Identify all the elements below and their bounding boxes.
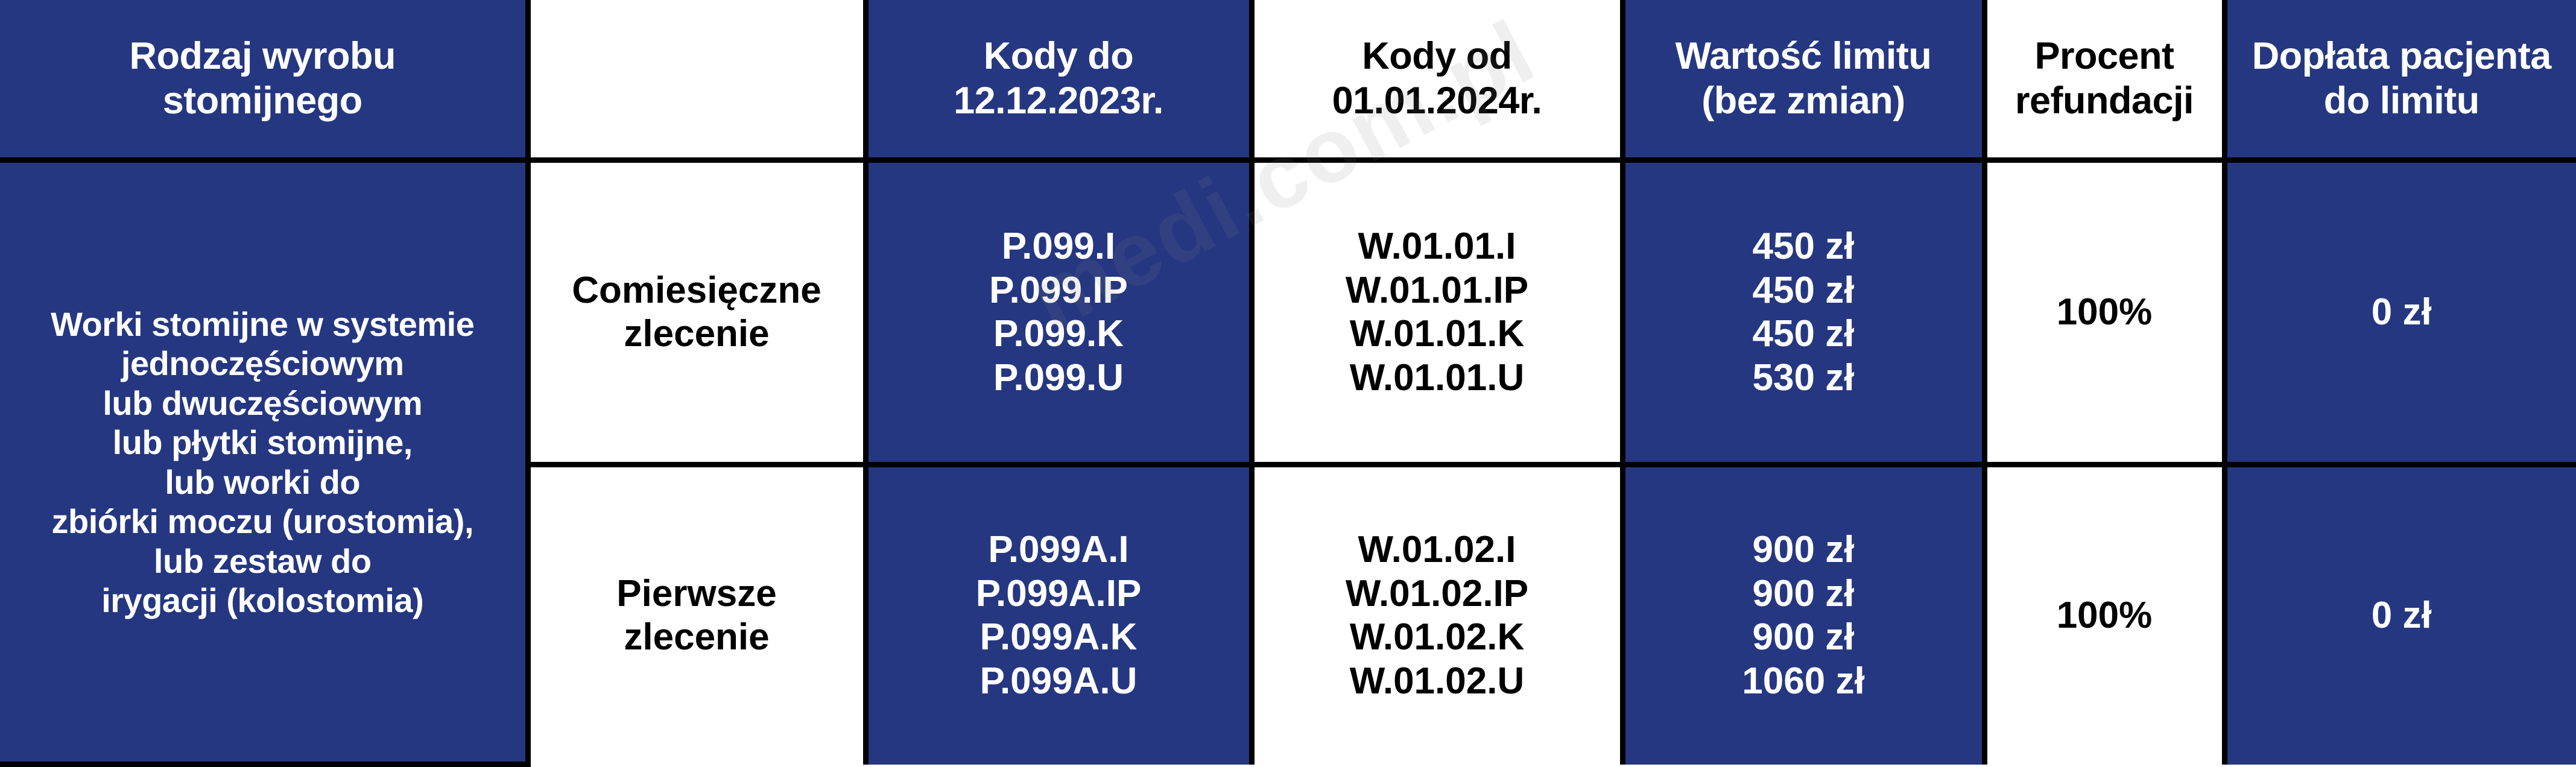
header-codes-new-line-1: Kody od (1362, 34, 1512, 77)
cell-order-type-monthly: Comiesięczne zlecenie (525, 157, 869, 467)
cell-order-type-first: Pierwsze zlecenie (528, 461, 869, 765)
cell-product-kind: Worki stomijne w systemie jednoczęściowy… (0, 157, 531, 767)
limit-first-4: 1060 zł (1742, 660, 1865, 702)
order-type-first-line-1: Pierwsze (616, 572, 777, 614)
product-kind-line-8: irygacji (kolostomia) (101, 581, 424, 620)
product-kind-line-5: lub worki do (165, 462, 361, 501)
order-type-first-line-2: zlecenie (624, 616, 770, 658)
code-old-monthly-1: P.099.I (1001, 225, 1116, 267)
cell-limits-monthly: 450 zł 450 zł 450 zł 530 zł (1619, 157, 1987, 467)
cell-patient-copay-first: 0 zł (2221, 461, 2576, 765)
header-kind-line-2: stomijnego (162, 79, 363, 122)
header-codes-new-line-2: 01.01.2024r. (1332, 79, 1542, 122)
limit-monthly-3: 450 zł (1752, 313, 1855, 355)
code-old-first-4: P.099A.U (979, 660, 1138, 702)
header-codes-old-line-2: 12.12.2023r. (954, 79, 1163, 122)
cell-codes-old-first: P.099A.I P.099A.IP P.099A.K P.099A.U (862, 461, 1255, 765)
code-new-first-2: W.01.02.IP (1345, 572, 1529, 614)
header-limit-line-2: (bez zmian) (1701, 79, 1905, 122)
header-cell-order-type (525, 0, 869, 163)
limit-monthly-4: 530 zł (1752, 356, 1855, 399)
limit-first-3: 900 zł (1752, 616, 1855, 658)
order-type-monthly-line-1: Comiesięczne (572, 269, 821, 311)
table-header-row: Rodzaj wyrobu stomijnego Kody do 12.12.2… (0, 0, 2576, 163)
header-limit-line-1: Wartość limitu (1675, 34, 1932, 77)
cell-codes-old-monthly: P.099.I P.099.IP P.099.K P.099.U (862, 157, 1255, 467)
product-kind-line-7: lub zestaw do (153, 541, 372, 580)
header-copay-line-2: do limitu (2323, 79, 2479, 122)
header-cell-codes-new: Kody od 01.01.2024r. (1248, 0, 1625, 163)
product-kind-line-4: lub płytki stomijne, (112, 423, 413, 462)
cell-codes-new-first: W.01.02.I W.01.02.IP W.01.02.K W.01.02.U (1248, 461, 1625, 765)
product-kind-line-6: zbiórki moczu (urostomia), (51, 502, 474, 541)
limit-first-1: 900 zł (1752, 529, 1855, 571)
header-kind-line-1: Rodzaj wyrobu (129, 34, 396, 77)
header-refund-line-2: refundacji (2014, 79, 2194, 122)
product-kind-line-1: Worki stomijne w systemie (51, 305, 475, 343)
limit-monthly-2: 450 zł (1752, 269, 1855, 311)
header-refund-line-1: Procent (2034, 34, 2174, 77)
table-row: Worki stomijne w systemie jednoczęściowy… (0, 157, 2576, 767)
cell-refund-percent-first: 100% (1981, 461, 2227, 765)
cell-refund-percent-monthly: 100% (1981, 157, 2227, 467)
header-cell-codes-old: Kody do 12.12.2023r. (862, 0, 1255, 163)
cell-codes-new-monthly: W.01.01.I W.01.01.IP W.01.01.K W.01.01.U (1248, 157, 1625, 467)
code-new-first-4: W.01.02.U (1349, 660, 1525, 702)
code-old-monthly-4: P.099.U (993, 356, 1124, 399)
code-old-first-1: P.099A.I (988, 529, 1129, 571)
table-row: Pierwsze zlecenie P.099A.I P.099A.IP P.0… (0, 461, 2576, 765)
code-new-first-3: W.01.02.K (1349, 616, 1525, 658)
code-new-monthly-2: W.01.01.IP (1345, 269, 1529, 311)
code-new-monthly-1: W.01.01.I (1358, 225, 1516, 267)
header-cell-limit-value: Wartość limitu (bez zmian) (1619, 0, 1987, 163)
product-kind-line-2: jednoczęściowym (121, 344, 404, 383)
header-cell-refund-percent: Procent refundacji (1981, 0, 2227, 163)
code-old-first-3: P.099A.K (979, 616, 1138, 658)
cell-limits-first: 900 zł 900 zł 900 zł 1060 zł (1619, 461, 1987, 765)
code-new-monthly-3: W.01.01.K (1349, 313, 1525, 355)
cell-patient-copay-monthly: 0 zł (2221, 157, 2576, 467)
code-new-first-1: W.01.02.I (1358, 529, 1516, 571)
header-cell-kind: Rodzaj wyrobu stomijnego (0, 0, 531, 163)
limit-monthly-1: 450 zł (1752, 225, 1855, 267)
limit-first-2: 900 zł (1752, 572, 1855, 614)
header-codes-old-line-1: Kody do (983, 34, 1134, 77)
header-cell-patient-copay: Dopłata pacjenta do limitu (2221, 0, 2576, 163)
code-new-monthly-4: W.01.01.U (1349, 356, 1525, 399)
code-old-monthly-3: P.099.K (993, 313, 1124, 355)
header-copay-line-1: Dopłata pacjenta (2252, 34, 2552, 77)
order-type-monthly-line-2: zlecenie (624, 313, 770, 355)
code-old-first-2: P.099A.IP (975, 572, 1142, 614)
product-kind-line-3: lub dwuczęściowym (103, 384, 423, 422)
code-old-monthly-2: P.099.IP (989, 269, 1128, 311)
